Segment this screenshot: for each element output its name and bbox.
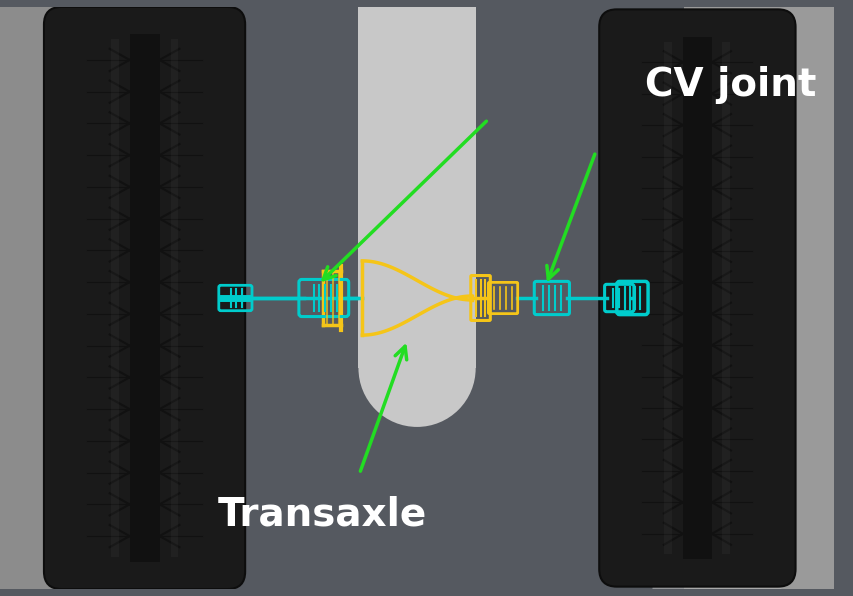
Bar bbox=[682, 37, 711, 559]
Ellipse shape bbox=[652, 569, 780, 596]
Ellipse shape bbox=[358, 310, 475, 427]
Text: Transaxle: Transaxle bbox=[218, 496, 426, 534]
Text: CV joint: CV joint bbox=[644, 66, 815, 104]
Bar bbox=[664, 42, 671, 554]
Bar bbox=[0, 7, 144, 589]
FancyBboxPatch shape bbox=[599, 10, 795, 586]
Bar bbox=[722, 42, 729, 554]
FancyBboxPatch shape bbox=[44, 7, 245, 589]
Bar bbox=[130, 35, 160, 561]
Bar bbox=[111, 39, 119, 557]
Bar bbox=[683, 7, 833, 589]
Bar bbox=[358, 7, 475, 368]
Bar bbox=[171, 39, 178, 557]
